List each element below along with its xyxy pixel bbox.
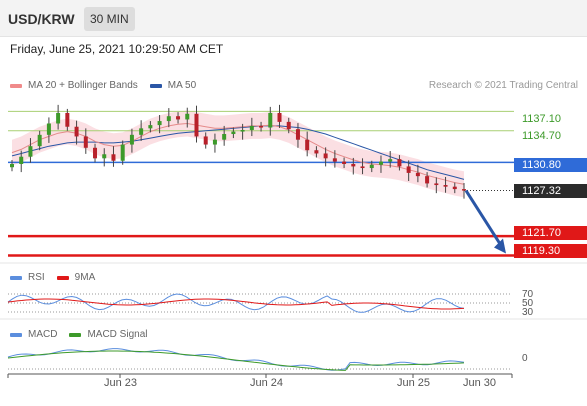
candle-body — [434, 183, 439, 186]
credit-text: Research © 2021 Trading Central — [428, 80, 578, 91]
legend-9ma-label: 9MA — [74, 272, 96, 283]
macd-zero-label: 0 — [522, 353, 528, 364]
candle-body — [37, 134, 42, 147]
candle-body — [19, 156, 24, 164]
legend-ma50: MA 50 — [149, 80, 197, 91]
x-tick-jun24: Jun 24 — [250, 377, 284, 389]
macd-swatch — [10, 332, 22, 337]
candle-body — [295, 129, 300, 140]
candle-body — [388, 159, 393, 162]
candle-body — [332, 158, 337, 162]
candle-body — [166, 116, 171, 122]
legend-macd-label: MACD — [28, 329, 58, 340]
candle-body — [222, 134, 227, 140]
ma20-swatch — [10, 83, 22, 88]
candle-body — [351, 163, 356, 167]
candle-body — [314, 150, 319, 154]
rsi-ma-line — [7, 298, 465, 310]
legend-ma20: MA 20 + Bollinger Bands — [10, 80, 138, 91]
legend-macd-signal-label: MACD Signal — [87, 329, 148, 340]
legend-macd: MACD — [10, 329, 57, 340]
candle-body — [240, 129, 245, 132]
candle-body — [305, 139, 310, 151]
candle-body — [212, 139, 217, 145]
forecast-arrow-line — [464, 189, 505, 250]
candle-body — [203, 136, 208, 145]
candle-body — [111, 154, 116, 161]
legend-ma20-label: MA 20 + Bollinger Bands — [28, 80, 138, 91]
candle-body — [176, 116, 181, 120]
legend-9ma: 9MA — [56, 272, 96, 283]
macd-signal-line — [7, 350, 465, 371]
rsi-legend: RSI 9MA — [10, 272, 107, 283]
candle-body — [65, 112, 70, 127]
x-tick-jun30: Jun 30 — [463, 377, 497, 389]
candle-body — [249, 125, 254, 130]
candle-body — [56, 112, 61, 124]
legend-rsi: RSI — [10, 272, 45, 283]
candle-body — [425, 176, 430, 184]
chart-header: USD/KRW 30 MIN — [0, 0, 587, 37]
level-label-1137: 1137.10 — [514, 112, 587, 126]
candle-body — [268, 112, 273, 128]
rsi-level-50: 50 — [522, 298, 534, 309]
candle-body — [369, 164, 374, 169]
candle-body — [129, 134, 134, 145]
candle-body — [10, 163, 14, 168]
level-label-1121: 1121.70 — [514, 226, 587, 240]
rsi-swatch — [10, 275, 22, 280]
candle-body — [415, 172, 420, 177]
level-label-1134: 1134.70 — [514, 129, 587, 143]
rsi-level-70: 70 — [522, 289, 534, 300]
candle-body — [406, 166, 411, 173]
ma50-swatch — [149, 83, 162, 88]
timestamp: Friday, June 25, 2021 10:29:50 AM CET — [10, 42, 224, 56]
candle-body — [397, 159, 402, 167]
candle-body — [443, 185, 448, 187]
candle-body — [148, 125, 153, 129]
candle-body — [452, 186, 457, 190]
candle-body — [139, 128, 144, 135]
candle-body — [83, 136, 88, 148]
legend-macd-signal: MACD Signal — [69, 329, 147, 340]
candle-body — [93, 147, 98, 159]
level-label-current: 1127.32 — [514, 184, 587, 198]
candle-body — [46, 123, 51, 135]
candle-body — [120, 144, 125, 161]
candle-body — [231, 131, 236, 135]
bollinger-band — [12, 110, 464, 198]
candle-body — [378, 161, 383, 165]
x-tick-jun23: Jun 23 — [104, 377, 138, 389]
candle-body — [157, 121, 162, 126]
rsi-level-30: 30 — [522, 307, 534, 318]
candle-body — [74, 126, 79, 137]
candle-body — [342, 161, 347, 164]
legend-ma50-label: MA 50 — [167, 80, 197, 91]
candle-body — [194, 113, 199, 137]
candle-body — [277, 112, 282, 122]
candle-body — [102, 154, 107, 159]
candle-body — [323, 153, 328, 159]
forecast-arrowhead — [494, 238, 506, 254]
9ma-swatch — [56, 275, 69, 280]
level-label-1119: 1119.30 — [514, 244, 587, 258]
candle-body — [462, 189, 466, 191]
price-legend: MA 20 + Bollinger Bands MA 50 — [10, 80, 208, 91]
timeframe-button[interactable]: 30 MIN — [84, 7, 135, 31]
macd-signal-swatch — [69, 332, 82, 337]
symbol-label: USD/KRW — [8, 11, 75, 27]
level-label-1130: 1130.80 — [514, 158, 587, 172]
candle-body — [185, 113, 190, 120]
candle-body — [259, 125, 264, 128]
candle-body — [360, 166, 365, 169]
x-tick-jun25: Jun 25 — [397, 377, 431, 389]
candle-body — [286, 121, 291, 130]
candle-body — [28, 146, 33, 157]
macd-legend: MACD MACD Signal — [10, 329, 159, 340]
legend-rsi-label: RSI — [28, 272, 45, 283]
